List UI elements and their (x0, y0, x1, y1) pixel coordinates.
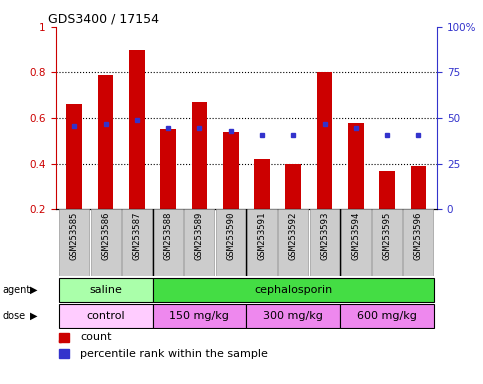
Bar (59, 340, 61, 342)
Text: GSM253585: GSM253585 (70, 211, 79, 260)
Text: cephalosporin: cephalosporin (254, 285, 332, 295)
Text: GDS3400 / 17154: GDS3400 / 17154 (48, 13, 159, 26)
Text: percentile rank within the sample: percentile rank within the sample (80, 349, 268, 359)
Bar (348, 122, 364, 209)
Text: agent: agent (2, 285, 30, 295)
Text: GSM253596: GSM253596 (414, 211, 423, 260)
Text: GSM253589: GSM253589 (195, 211, 204, 260)
Bar (223, 132, 239, 209)
Text: control: control (86, 311, 125, 321)
Bar (67, 104, 82, 209)
Text: GSM253593: GSM253593 (320, 211, 329, 260)
FancyBboxPatch shape (340, 304, 434, 328)
Text: dose: dose (2, 311, 26, 321)
Text: count: count (80, 332, 112, 342)
FancyBboxPatch shape (185, 209, 214, 276)
Bar (160, 129, 176, 209)
Bar (285, 164, 301, 209)
FancyBboxPatch shape (403, 209, 433, 276)
FancyBboxPatch shape (216, 209, 246, 276)
Text: GSM253590: GSM253590 (226, 211, 235, 260)
Text: 300 mg/kg: 300 mg/kg (263, 311, 323, 321)
Text: GSM253587: GSM253587 (132, 211, 142, 260)
FancyBboxPatch shape (278, 209, 308, 276)
Text: 150 mg/kg: 150 mg/kg (170, 311, 229, 321)
FancyBboxPatch shape (153, 278, 434, 301)
FancyBboxPatch shape (341, 209, 371, 276)
Bar (129, 50, 145, 209)
Text: ▶: ▶ (30, 285, 38, 295)
FancyBboxPatch shape (58, 278, 153, 301)
FancyBboxPatch shape (153, 209, 183, 276)
Text: 600 mg/kg: 600 mg/kg (357, 311, 417, 321)
Bar (59, 333, 69, 342)
Bar (254, 159, 270, 209)
FancyBboxPatch shape (59, 209, 89, 276)
FancyBboxPatch shape (247, 209, 277, 276)
Bar (379, 170, 395, 209)
FancyBboxPatch shape (310, 209, 340, 276)
Bar (98, 75, 114, 209)
Bar (411, 166, 426, 209)
FancyBboxPatch shape (153, 304, 246, 328)
Bar (317, 73, 332, 209)
Text: GSM253586: GSM253586 (101, 211, 110, 260)
FancyBboxPatch shape (246, 304, 340, 328)
Text: GSM253592: GSM253592 (289, 211, 298, 260)
FancyBboxPatch shape (91, 209, 121, 276)
FancyBboxPatch shape (122, 209, 152, 276)
FancyBboxPatch shape (58, 304, 153, 328)
Text: GSM253595: GSM253595 (383, 211, 392, 260)
Text: saline: saline (89, 285, 122, 295)
Text: GSM253594: GSM253594 (351, 211, 360, 260)
Text: GSM253588: GSM253588 (164, 211, 172, 260)
FancyBboxPatch shape (372, 209, 402, 276)
Bar (192, 102, 207, 209)
Text: ▶: ▶ (30, 311, 38, 321)
Bar (59, 349, 69, 358)
Text: GSM253591: GSM253591 (257, 211, 267, 260)
